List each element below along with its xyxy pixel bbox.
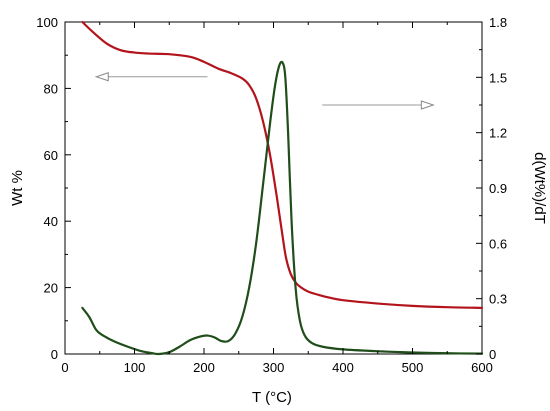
x-tick-label: 100 (124, 360, 146, 375)
y2-tick-label: 1.8 (489, 15, 507, 30)
y-axis-label: Wt % (9, 170, 26, 206)
x-tick-label: 0 (61, 360, 68, 375)
y-tick-label: 20 (44, 281, 58, 296)
weight-series-line (81, 20, 484, 309)
y2-tick-label: 0 (489, 347, 496, 362)
y2-tick-label: 1.2 (489, 126, 507, 141)
x-tick-label: 200 (193, 360, 215, 375)
y2-tick-label: 0.9 (489, 181, 507, 196)
x-tick-label: 400 (332, 360, 354, 375)
y-tick-label: 100 (36, 15, 58, 30)
derivative-series-line (81, 60, 484, 356)
y2-axis-label: d(Wt%)/dT (531, 152, 548, 224)
series-group (81, 20, 484, 356)
x-axis-label: T (°C) (252, 389, 292, 406)
arrow-right-icon (420, 100, 435, 110)
arrow-left-icon (94, 72, 109, 82)
plot-frame (64, 21, 483, 355)
annotation-group (94, 72, 435, 110)
y2-tick-label: 0.3 (489, 292, 507, 307)
y-tick-label: 80 (44, 81, 58, 96)
y2-tick-label: 0.6 (489, 236, 507, 251)
y-tick-label: 0 (51, 347, 58, 362)
y-tick-label: 40 (44, 214, 58, 229)
y2-tick-label: 1.5 (489, 70, 507, 85)
y-tick-label: 60 (44, 148, 58, 163)
x-tick-label: 600 (471, 360, 493, 375)
tick-group: 0 100 200 300 400 500 60002040608010000.30.60.… (36, 15, 507, 375)
plot-frame-group (64, 21, 483, 355)
x-tick-label: 500 (402, 360, 424, 375)
x-tick-label: 300 (263, 360, 285, 375)
